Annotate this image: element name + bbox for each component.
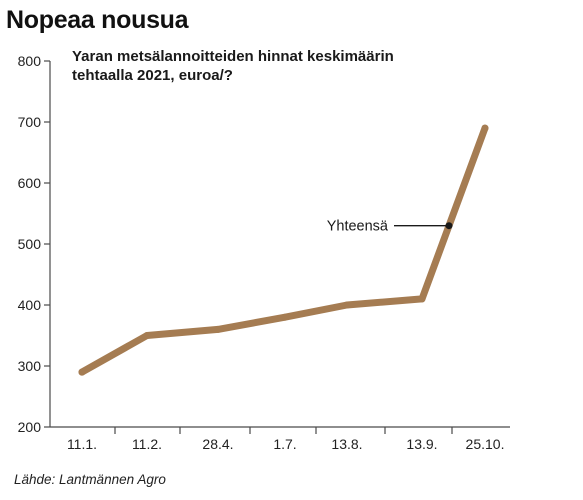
data-point (481, 124, 489, 132)
annotation: Yhteensä (327, 219, 453, 235)
y-tick-label: 400 (18, 297, 42, 313)
series-group (78, 124, 489, 376)
data-point (343, 301, 351, 309)
x-tick-label: 11.1. (67, 436, 97, 452)
data-point (143, 332, 151, 339)
chart-subtitle: Yaran metsälannoitteiden hinnat keskimää… (72, 48, 394, 84)
series-line (78, 124, 489, 376)
y-tick-label: 300 (18, 358, 42, 374)
data-point (418, 295, 426, 303)
x-tick-label: 13.8. (331, 436, 362, 452)
x-tick-label: 25.10. (466, 436, 505, 452)
subtitle-line: tehtaalla 2021, euroa/? (72, 67, 233, 84)
subtitle-line: Yaran metsälannoitteiden hinnat keskimää… (72, 48, 394, 65)
annotation-dot (445, 222, 453, 230)
x-tick-label: 11.2. (132, 436, 162, 452)
data-point (78, 368, 86, 376)
data-point (214, 325, 222, 333)
chart-headline: Nopeaa nousua (6, 6, 189, 34)
x-tick-label: 1.7. (273, 436, 296, 452)
y-tick-label: 200 (18, 419, 42, 435)
x-tick-label: 13.9. (406, 436, 437, 452)
y-tick-label: 600 (18, 175, 42, 191)
annotation-label: Yhteensä (327, 219, 389, 235)
x-tick-label: 28.4. (202, 436, 233, 452)
y-tick-label: 500 (18, 236, 42, 252)
x-axis: 11.1. 11.2. 28.4. 1.7. 13.8. 13.9. 25.10. (50, 426, 510, 452)
data-point (281, 313, 289, 321)
y-tick-label: 800 (18, 53, 42, 69)
source-note: Lähde: Lantmännen Agro (14, 472, 166, 487)
y-tick-label: 700 (18, 114, 42, 130)
y-axis: 200 300 400 500 600 700 800 (18, 53, 51, 435)
